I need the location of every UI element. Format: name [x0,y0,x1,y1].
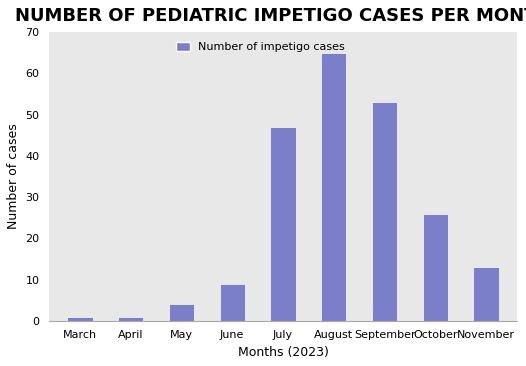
Bar [270,127,296,321]
Bar [67,317,93,321]
Bar [372,102,397,321]
Bar [321,53,347,321]
Bar [473,267,499,321]
Bar [423,213,448,321]
Title: NUMBER OF PEDIATRIC IMPETIGO CASES PER MONTH: NUMBER OF PEDIATRIC IMPETIGO CASES PER M… [15,7,526,25]
Bar [118,317,143,321]
X-axis label: Months (2023): Months (2023) [238,346,328,359]
Bar [219,284,245,321]
Legend: Number of impetigo cases: Number of impetigo cases [171,38,350,57]
Bar [169,304,194,321]
Y-axis label: Number of cases: Number of cases [7,124,20,229]
